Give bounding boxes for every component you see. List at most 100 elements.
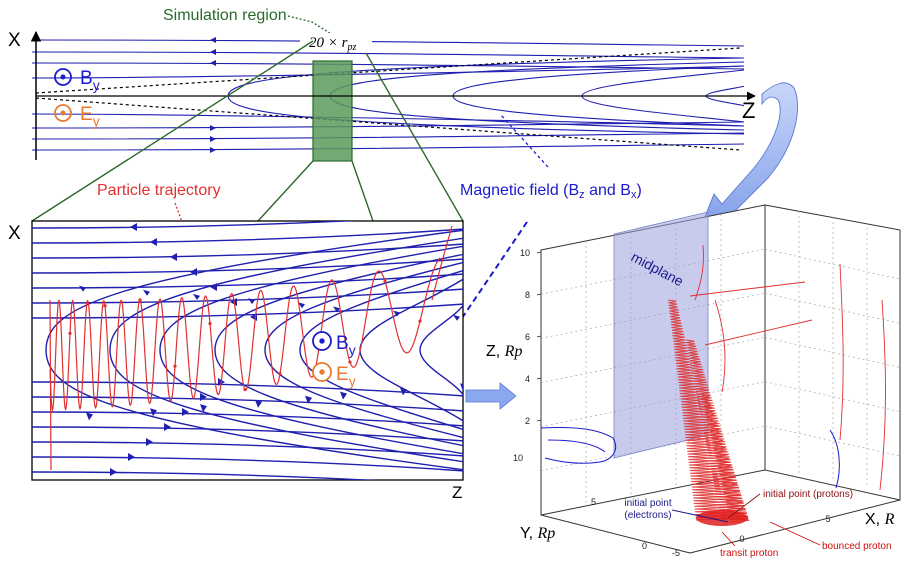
inset-open-bot-arrow-1 xyxy=(128,453,135,461)
bounced-leader xyxy=(769,521,821,546)
inset-loop-arrow-bot-6 xyxy=(400,387,407,396)
right-arrow-icon xyxy=(465,382,517,410)
top-b-sub: y xyxy=(93,77,100,93)
zoom-line-4 xyxy=(351,160,374,222)
axis3d-x-label: X, R xyxy=(865,511,895,528)
top-field-line-0 xyxy=(32,39,744,47)
inset-loop-arrow-bot-7 xyxy=(460,383,463,392)
proton-thin-traces xyxy=(689,244,886,491)
inset-trajectory-marker-110 xyxy=(103,304,107,308)
tick-z-1 xyxy=(536,293,542,296)
tick-y-label-0: 10 xyxy=(513,453,523,463)
inset-open-top-arrow-2 xyxy=(170,253,177,261)
inset-trajectory-start xyxy=(49,299,52,471)
magnetic-field-sub-x: x xyxy=(631,189,637,201)
inset-open-bot-0 xyxy=(32,471,378,480)
inset-e-symbol: E xyxy=(336,364,349,385)
grid-right-h-2 xyxy=(764,381,901,412)
particle-trajectory-label: Particle trajectory xyxy=(97,182,221,199)
magnetic-field-sub-z: z xyxy=(579,189,585,201)
simulation-region-box xyxy=(312,60,353,162)
inset-loop-1 xyxy=(109,237,463,463)
inset-trajectory-marker-670 xyxy=(383,279,387,284)
inset-trajectory-marker-320 xyxy=(208,321,212,326)
simulation-region-label: Simulation region xyxy=(163,7,287,24)
inset-open-bot-arrow-2 xyxy=(146,438,153,446)
tick-z-label-3: 4 xyxy=(525,374,530,384)
inset-trajectory-exit xyxy=(431,225,453,301)
top-field-line-4 xyxy=(32,132,744,140)
inset-loop-3 xyxy=(214,253,463,447)
top-separatrix-lower xyxy=(35,97,741,151)
e-dot-icon xyxy=(60,110,66,116)
tick-z-3 xyxy=(536,377,542,380)
transit-leader xyxy=(721,531,736,547)
inset-b-field-symbol: By xyxy=(312,331,356,358)
inset-loop-arrow-top-3 xyxy=(248,298,255,305)
tick-z-label-2: 6 xyxy=(525,332,530,342)
inset-loop-5 xyxy=(299,269,463,431)
inset-open-top-5 xyxy=(32,288,463,304)
top-field-line-2 xyxy=(32,62,744,70)
axis3d-x-unit: R xyxy=(884,511,895,528)
electron-traces xyxy=(540,427,840,489)
inset-loop-arrow-top-5 xyxy=(333,306,340,313)
b-dot-icon xyxy=(60,74,66,80)
inset-open-top-1 xyxy=(32,228,463,244)
inset-e-field-symbol: Ey xyxy=(312,362,356,389)
top-field-arrow-1 xyxy=(210,37,216,43)
inset-loop-arrow-top-0 xyxy=(79,285,86,292)
top-field-line-1 xyxy=(32,51,744,59)
grid-right-h-4 xyxy=(764,293,901,324)
inset-open-top-2 xyxy=(32,243,463,259)
inset-open-bot-2 xyxy=(32,441,463,457)
axis3d-z-label: Z, Rp xyxy=(486,343,522,360)
axis3d-x-name: X, xyxy=(865,511,885,528)
top-e-field-symbol: Ey xyxy=(54,104,100,129)
initial-point-electrons-label: initial point (electrons) xyxy=(624,498,671,521)
top-axis-x-label: X xyxy=(8,30,21,51)
svg-text:By: By xyxy=(336,333,356,358)
plot3d-floor-front xyxy=(540,514,691,554)
inset-loop-arrow-top-2 xyxy=(193,293,200,300)
inset-open-bot-arrow-5 xyxy=(200,393,207,401)
inset-loop-arrow-top-1 xyxy=(143,289,150,296)
svg-text:Ey: Ey xyxy=(80,104,100,129)
proton-line-6 xyxy=(694,244,704,301)
plot3d-floor-right xyxy=(689,499,901,554)
protons-leader xyxy=(727,493,761,519)
initial-point-electrons-1: initial point xyxy=(624,498,671,509)
top-axis-line-0 xyxy=(32,65,744,79)
tick-x-label-1: 0 xyxy=(739,534,744,544)
grid-back-h-2 xyxy=(540,381,766,427)
inset-e-dot-icon xyxy=(319,369,325,375)
top-b-field-symbol: By xyxy=(54,68,100,93)
inset-trajectory-marker-740 xyxy=(418,319,422,323)
inset-open-bot-arrow-4 xyxy=(182,408,189,416)
spiral-column-tail xyxy=(700,394,750,523)
inset-open-bot-4 xyxy=(32,411,463,427)
transit-proton-label: transit proton xyxy=(720,548,778,559)
width-math-sub: pz xyxy=(346,42,356,53)
inset-loop-arrow-bot-1 xyxy=(150,408,157,417)
width-math-text: 20 × r xyxy=(309,35,348,51)
inset-axis-x-label: X xyxy=(8,223,21,244)
inset-open-top-6 xyxy=(32,303,463,319)
inset-open-bot-arrow-0 xyxy=(110,468,117,476)
inset-b-sub: y xyxy=(349,342,356,358)
inset-trajectory xyxy=(49,225,453,471)
inset-loop-7 xyxy=(419,304,463,396)
zoom-line-1 xyxy=(31,40,314,222)
proton-line-1 xyxy=(689,281,806,297)
grid-back-h-3 xyxy=(540,337,766,383)
proton-line-5 xyxy=(839,263,844,441)
tick-x-label-2: 5 xyxy=(825,514,830,524)
tick-z-2 xyxy=(536,335,542,338)
inset-e-sub: y xyxy=(349,373,356,389)
zoom-connectors xyxy=(31,40,464,222)
top-e-symbol: E xyxy=(80,104,93,125)
inset-trajectory-marker-40 xyxy=(68,331,72,335)
top-field-arrow-2 xyxy=(210,49,216,55)
